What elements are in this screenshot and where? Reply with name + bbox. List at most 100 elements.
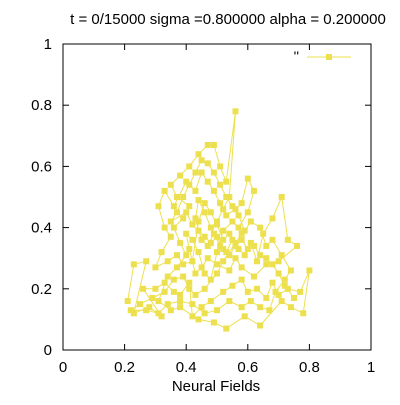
data-point: [183, 209, 189, 215]
data-point: [232, 255, 238, 261]
data-point: [251, 188, 257, 194]
data-point: [269, 215, 275, 221]
data-point: [288, 304, 294, 310]
data-point: [263, 255, 269, 261]
data-point: [196, 316, 202, 322]
data-point: [257, 252, 263, 258]
data-point: [202, 286, 208, 292]
y-tick-label: 0.6: [31, 158, 52, 175]
data-point: [183, 231, 189, 237]
data-point: [242, 252, 248, 258]
data-point: [263, 243, 269, 249]
data-point: [229, 203, 235, 209]
data-point: [171, 289, 177, 295]
data-point: [294, 243, 300, 249]
data-point: [199, 170, 205, 176]
data-point: [273, 289, 279, 295]
data-point: [168, 218, 174, 224]
data-point: [251, 243, 257, 249]
data-point: [208, 240, 214, 246]
x-tick-label: 0.2: [114, 359, 135, 376]
data-point: [248, 218, 254, 224]
data-point: [155, 310, 161, 316]
data-point: [276, 258, 282, 264]
data-point: [291, 295, 297, 301]
data-point: [263, 261, 269, 267]
data-point: [177, 292, 183, 298]
data-point: [177, 173, 183, 179]
data-point: [186, 246, 192, 252]
data-point: [174, 194, 180, 200]
data-point: [232, 243, 238, 249]
data-point: [196, 151, 202, 157]
data-point: [143, 307, 149, 313]
data-point: [214, 261, 220, 267]
data-point: [279, 194, 285, 200]
data-point: [220, 246, 226, 252]
data-point: [205, 160, 211, 166]
data-point: [220, 206, 226, 212]
data-point: [177, 240, 183, 246]
data-point: [205, 179, 211, 185]
data-point: [226, 252, 232, 258]
data-point: [196, 228, 202, 234]
data-point: [152, 264, 158, 270]
data-point: [180, 274, 186, 280]
data-point: [202, 209, 208, 215]
data-point: [196, 218, 202, 224]
data-point: [239, 200, 245, 206]
data-point: [125, 298, 131, 304]
data-point: [276, 271, 282, 277]
data-point: [257, 304, 263, 310]
y-tick-label: 0: [44, 342, 52, 359]
data-point: [189, 258, 195, 264]
data-point: [245, 176, 251, 182]
data-point: [220, 258, 226, 264]
data-point: [174, 264, 180, 270]
data-point: [211, 319, 217, 325]
data-point: [251, 274, 257, 280]
data-point: [226, 267, 232, 273]
data-point: [165, 258, 171, 264]
data-point: [236, 212, 242, 218]
data-point: [211, 170, 217, 176]
data-point: [214, 307, 220, 313]
data-point: [168, 307, 174, 313]
data-point: [214, 249, 220, 255]
data-point: [162, 280, 168, 286]
data-point: [162, 225, 168, 231]
x-axis-label: Neural Fields: [172, 378, 260, 395]
data-point: [226, 231, 232, 237]
data-point: [282, 283, 288, 289]
data-point: [186, 280, 192, 286]
data-point: [254, 286, 260, 292]
data-point: [171, 203, 177, 209]
data-point: [245, 209, 251, 215]
data-point: [186, 286, 192, 292]
x-tick-label: 0.8: [299, 359, 320, 376]
x-tick-label: 0.4: [176, 359, 197, 376]
data-point: [180, 215, 186, 221]
data-point: [226, 298, 232, 304]
data-point: [208, 225, 214, 231]
data-point: [202, 271, 208, 277]
data-point: [239, 277, 245, 283]
data-point: [180, 194, 186, 200]
data-point: [189, 237, 195, 243]
legend-marker-sample: [326, 54, 332, 60]
data-point: [214, 234, 220, 240]
data-point: [232, 108, 238, 114]
data-point: [208, 298, 214, 304]
data-point: [165, 274, 171, 280]
data-point: [248, 298, 254, 304]
data-point: [192, 170, 198, 176]
data-point: [214, 222, 220, 228]
y-tick-label: 0.2: [31, 281, 52, 298]
data-point: [155, 203, 161, 209]
data-point: [306, 267, 312, 273]
data-point: [217, 200, 223, 206]
data-point: [137, 301, 143, 307]
data-point: [202, 310, 208, 316]
data-point: [254, 258, 260, 264]
data-point: [192, 188, 198, 194]
